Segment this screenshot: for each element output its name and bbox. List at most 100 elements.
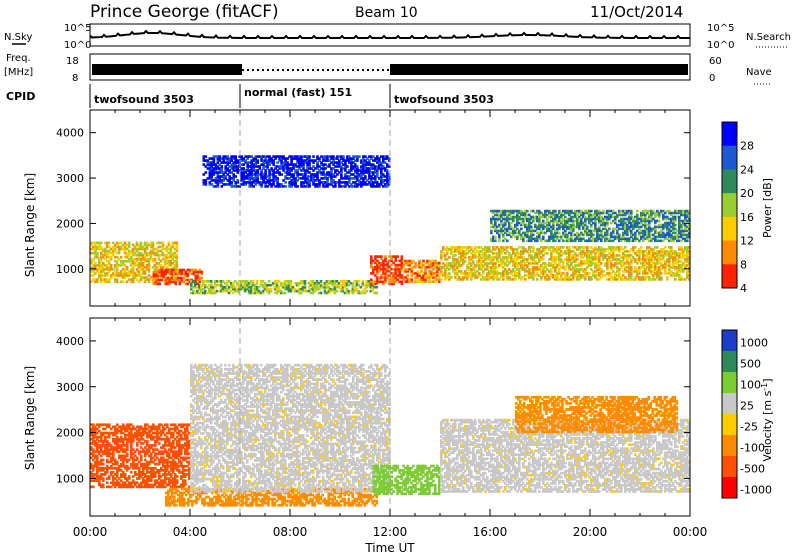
data-cell [466, 246, 469, 249]
data-cell [119, 272, 123, 275]
data-cell [540, 276, 543, 279]
data-cell [464, 246, 467, 249]
data-cell [444, 268, 447, 271]
data-cell [638, 250, 641, 253]
data-cell [588, 262, 591, 265]
data-cell [115, 255, 119, 259]
data-cell [155, 241, 159, 245]
data-cell [267, 280, 271, 283]
data-cell [339, 283, 343, 287]
data-cell [213, 283, 217, 287]
data-cell [608, 266, 611, 269]
data-cell [361, 289, 365, 293]
data-cell [658, 278, 661, 281]
data-cell [186, 278, 190, 282]
data-cell [624, 266, 627, 269]
data-cell [574, 258, 577, 261]
data-cell [688, 278, 691, 281]
data-cell [160, 268, 164, 272]
data-cell [440, 266, 443, 269]
data-cell [384, 270, 387, 273]
y-tick-label: 2000 [56, 217, 84, 230]
data-cell [480, 246, 483, 249]
data-cell [275, 283, 279, 287]
data-cell [680, 246, 683, 249]
data-cell [92, 264, 95, 267]
data-cell [430, 261, 433, 265]
data-cell [684, 266, 687, 269]
data-cell [355, 280, 359, 283]
colorbar-segment [722, 169, 737, 194]
data-cell [450, 246, 453, 249]
data-cell [554, 256, 557, 259]
data-cell [454, 260, 457, 263]
data-cell [371, 280, 375, 283]
data-cell [588, 264, 591, 267]
data-cell [678, 264, 681, 267]
data-cell [145, 259, 149, 263]
data-cell [139, 257, 143, 261]
data-cell [170, 278, 174, 282]
data-cell [466, 264, 469, 267]
data-cell [538, 274, 541, 277]
data-cell [688, 270, 691, 273]
data-cell [460, 278, 463, 281]
data-cell [355, 282, 359, 285]
data-cell [676, 258, 679, 261]
data-cell [94, 280, 97, 283]
data-cell [378, 263, 381, 267]
data-cell [634, 278, 637, 281]
data-cell [121, 262, 125, 265]
data-cell [111, 249, 115, 253]
data-cell [628, 256, 631, 259]
data-cell [592, 248, 595, 251]
data-cell [682, 250, 685, 253]
data-cell [247, 291, 251, 295]
data-cell [608, 258, 611, 261]
data-cell [566, 260, 569, 263]
data-cell [568, 278, 571, 281]
data-cell [261, 280, 265, 283]
data-cell [267, 287, 271, 291]
data-cell [154, 282, 158, 286]
data-cell [361, 291, 365, 295]
data-cell [470, 252, 473, 255]
data-cell [586, 274, 589, 277]
data-cell [480, 254, 483, 257]
data-cell [484, 264, 487, 267]
data-cell [552, 258, 555, 261]
data-cell [444, 258, 447, 261]
data-cell [496, 272, 499, 275]
data-cell [556, 274, 559, 277]
data-cell [121, 259, 125, 263]
data-cell [544, 262, 547, 265]
data-cell [516, 268, 519, 271]
data-cell [173, 253, 177, 257]
data-cell [220, 165, 224, 168]
data-cell [283, 282, 287, 285]
data-cell [141, 262, 145, 265]
data-cell [378, 255, 381, 258]
data-cell [526, 274, 529, 277]
data-cell [444, 248, 447, 251]
data-cell [448, 268, 451, 271]
data-cell [291, 287, 295, 291]
data-cell [658, 254, 661, 257]
data-cell [198, 291, 201, 295]
data-cell [169, 262, 173, 265]
data-cell [628, 276, 631, 279]
data-cell [596, 268, 599, 271]
data-cell [370, 257, 373, 260]
data-cell [638, 266, 641, 269]
data-cell [556, 258, 559, 261]
data-cell [516, 264, 519, 267]
data-cell [636, 258, 639, 261]
data-cell [586, 266, 589, 269]
data-cell [139, 262, 143, 265]
power-colorbar-label: Power [dB] [761, 178, 774, 238]
data-cell [632, 278, 635, 281]
data-cell [323, 285, 327, 289]
data-cell [289, 289, 293, 293]
data-cell [508, 246, 511, 249]
